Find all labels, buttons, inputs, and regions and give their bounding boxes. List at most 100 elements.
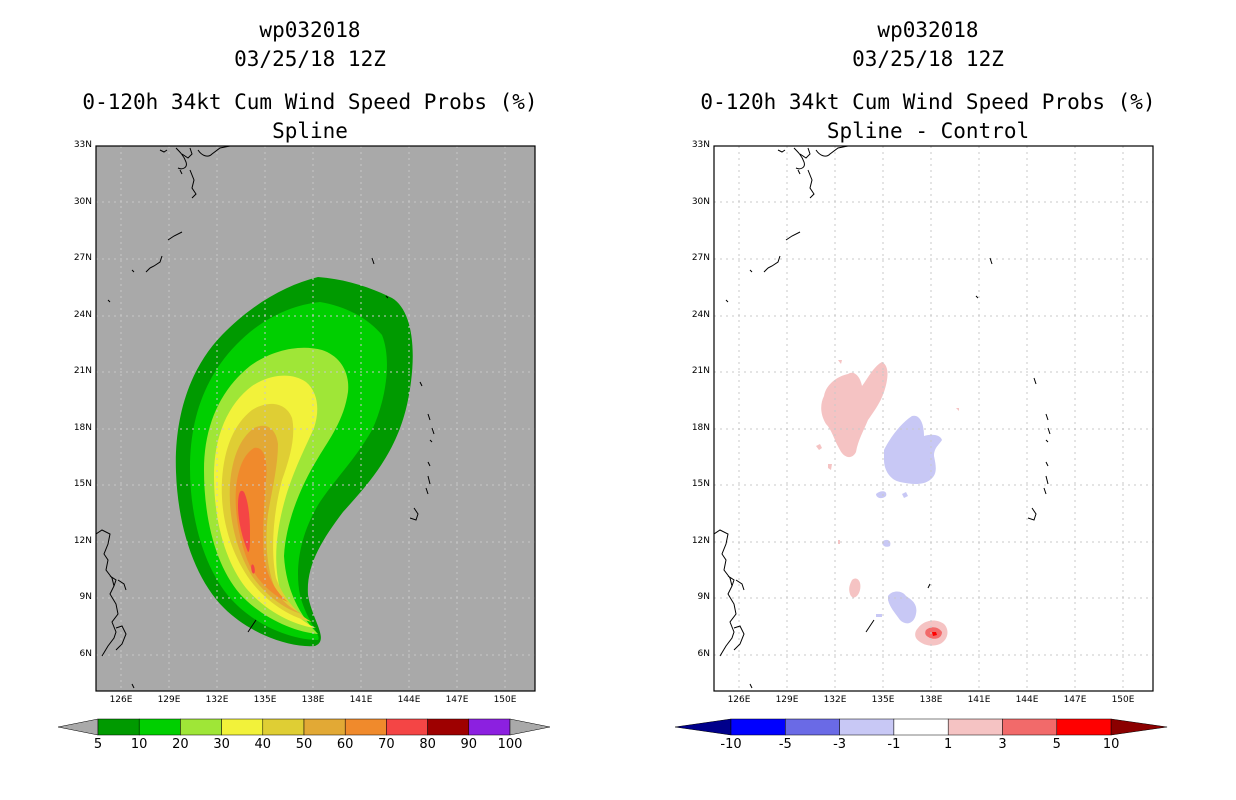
- lat-tick-label: 18N: [73, 422, 92, 433]
- colorbar-label: -1: [887, 737, 901, 752]
- colorbar-swatch: [785, 718, 840, 736]
- lon-tick-label: 147E: [445, 695, 469, 705]
- colorbar-label: -10: [720, 737, 742, 752]
- lon-tick-label: 129E: [157, 695, 181, 705]
- colorbar-label: 50: [295, 737, 313, 752]
- lon-tick-label: 129E: [775, 695, 799, 705]
- lat-tick-label: 21N: [73, 366, 92, 376]
- prob-70-contour: [238, 490, 250, 552]
- mariana-islands-coast: [371, 257, 435, 521]
- lat-tick-label: 9N: [697, 592, 710, 602]
- colorbar-swatch: [893, 718, 949, 736]
- right-coastlines: [714, 146, 1051, 689]
- okinawa-coast: [107, 231, 183, 303]
- colorbar-label: 30: [213, 737, 230, 752]
- lon-tick-label: 126E: [727, 695, 751, 705]
- colorbar-swatch: [468, 718, 511, 736]
- colorbar-swatch: [344, 718, 387, 736]
- lat-tick-label: 21N: [691, 366, 710, 376]
- colorbar-swatch: [839, 718, 895, 736]
- left-title-method: Spline: [272, 119, 348, 143]
- colorbar-label: 1: [944, 737, 953, 752]
- left-title-storm: wp032018: [259, 18, 361, 42]
- lon-tick-label: 141E: [967, 695, 991, 705]
- palau-coast: [247, 619, 257, 633]
- left-colorbar: [57, 718, 551, 736]
- lon-tick-label: 135E: [871, 695, 895, 705]
- lat-tick-label: 24N: [73, 309, 92, 320]
- kyushu-coast: [159, 146, 231, 170]
- right-title-product: 0-120h 34kt Cum Wind Speed Probs (%): [700, 90, 1156, 114]
- colorbar-right-arrow: [1110, 718, 1168, 736]
- colorbar-swatch: [97, 718, 140, 736]
- colorbar-swatch: [386, 718, 428, 736]
- colorbar-swatch: [262, 718, 305, 736]
- lat-tick-label: 27N: [691, 253, 710, 263]
- colorbar-label: 80: [419, 737, 436, 752]
- prob-60-contour: [235, 447, 288, 602]
- philippines-coast: [96, 529, 135, 689]
- left-probability-contours: [96, 146, 535, 691]
- left-title-date: 03/25/18 12Z: [234, 47, 386, 71]
- negative-diff-spot-2: [876, 614, 882, 617]
- colorbar-label: 10: [1102, 737, 1120, 752]
- lon-tick-label: 144E: [1015, 695, 1039, 705]
- okinawa-coast: [725, 231, 801, 303]
- colorbar-right-arrow: [509, 718, 551, 736]
- philippines-coast: [714, 529, 753, 689]
- right-title-date: 03/25/18 12Z: [852, 47, 1004, 71]
- colorbar-label: -3: [833, 737, 847, 752]
- colorbar-swatch: [1002, 718, 1058, 736]
- left-coastlines: [96, 146, 435, 689]
- lat-tick-label: 30N: [691, 196, 710, 207]
- prob-70-spot: [251, 564, 255, 574]
- right-colorbar: [674, 718, 1168, 736]
- lat-tick-label: 6N: [697, 648, 710, 659]
- negative-diff-spots: [876, 491, 908, 547]
- left-map-panel: [95, 145, 536, 692]
- colorbar-swatch: [138, 718, 181, 736]
- palau-coast: [865, 583, 931, 633]
- left-title-product: 0-120h 34kt Cum Wind Speed Probs (%): [82, 90, 538, 114]
- colorbar-label: 60: [336, 737, 354, 752]
- right-map-panel: [713, 145, 1154, 692]
- colorbar-label: -5: [778, 737, 792, 752]
- lat-tick-label: 18N: [691, 422, 710, 433]
- lat-tick-label: 24N: [691, 309, 710, 320]
- lon-tick-label: 132E: [205, 695, 229, 705]
- lat-tick-label: 33N: [691, 140, 710, 150]
- lon-tick-label: 138E: [919, 695, 943, 705]
- lon-tick-label: 150E: [493, 695, 517, 705]
- colorbar-left-arrow: [674, 718, 732, 736]
- left-map-frame: [95, 145, 536, 692]
- lat-tick-label: 12N: [691, 535, 710, 546]
- colorbar-left-arrow: [57, 718, 99, 736]
- right-map-background: [714, 146, 1153, 691]
- lon-tick-label: 126E: [109, 695, 133, 705]
- ryukyu-north-coast: [179, 169, 197, 199]
- colorbar-label: 70: [378, 737, 395, 752]
- colorbar-label: 5: [93, 737, 103, 752]
- positive-diff-spot-2: [838, 540, 840, 544]
- lat-tick-label: 6N: [79, 648, 92, 659]
- right-title-storm: wp032018: [877, 18, 979, 42]
- colorbar-swatch: [303, 718, 346, 736]
- lat-tick-label: 30N: [73, 196, 92, 207]
- lon-tick-label: 150E: [1111, 695, 1135, 705]
- lat-tick-label: 15N: [73, 479, 92, 489]
- kyushu-coast: [777, 146, 849, 170]
- colorbar-swatch: [427, 718, 470, 736]
- colorbar-swatch: [221, 718, 264, 736]
- colorbar-label: 90: [460, 737, 478, 752]
- lon-tick-label: 132E: [823, 695, 847, 705]
- positive-diff-area-south: [849, 578, 861, 598]
- colorbar-swatch: [730, 718, 786, 736]
- lon-tick-label: 144E: [397, 695, 421, 705]
- colorbar-swatch: [1056, 718, 1112, 736]
- right-title-method: Spline - Control: [826, 119, 1030, 143]
- positive-diff-area-north: [821, 362, 888, 458]
- lon-tick-label: 138E: [301, 695, 325, 705]
- colorbar-label: 3: [998, 737, 1007, 752]
- ryukyu-north-coast: [797, 169, 815, 199]
